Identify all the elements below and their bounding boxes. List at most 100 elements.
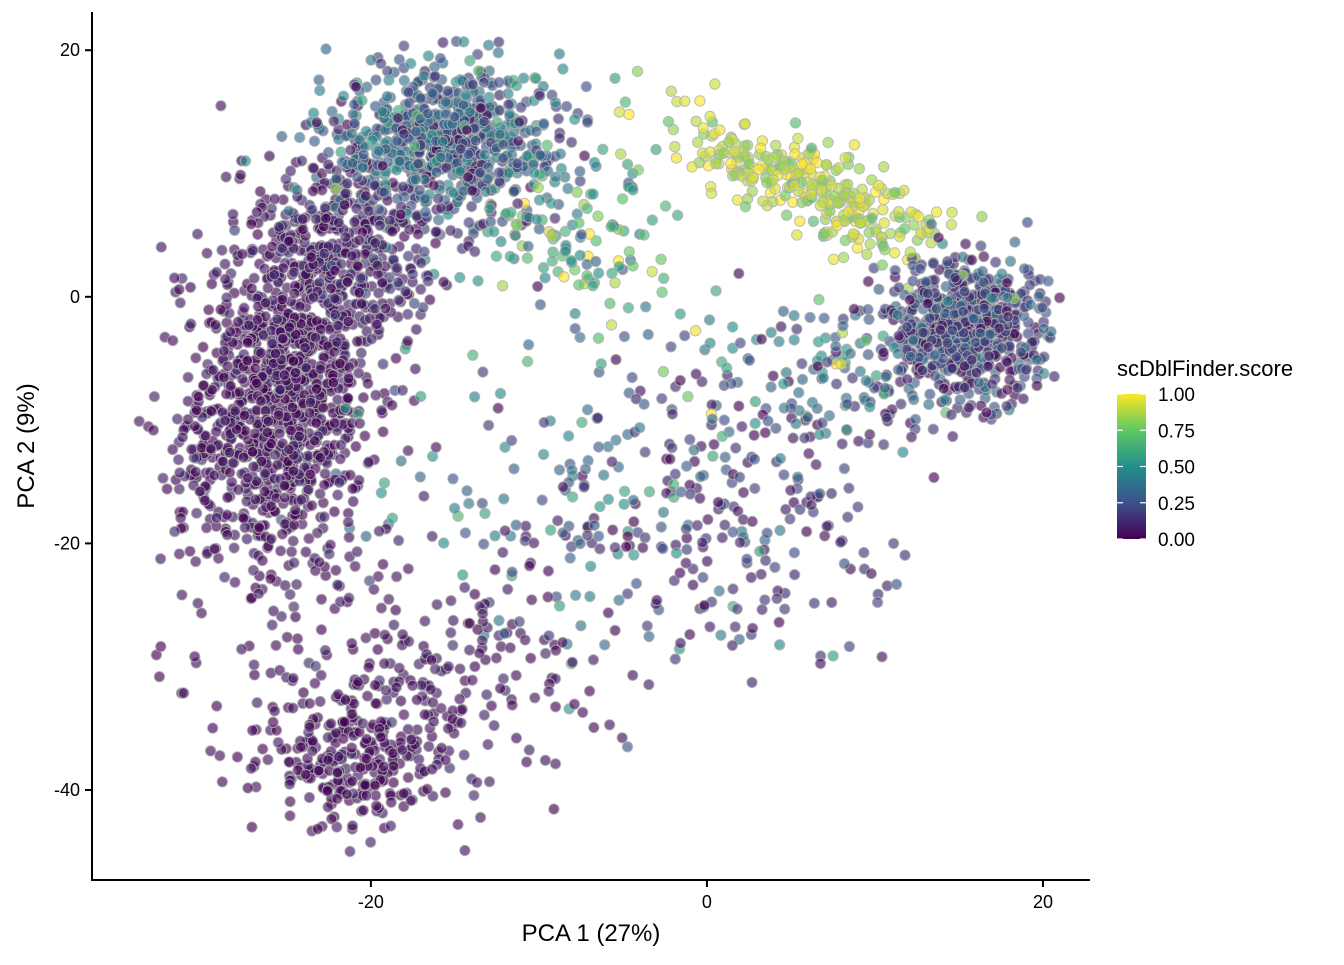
data-point <box>353 474 365 486</box>
data-point <box>447 473 459 485</box>
data-point <box>743 158 755 170</box>
data-point <box>199 494 211 507</box>
data-point <box>788 547 801 559</box>
data-point <box>359 430 371 442</box>
data-point <box>306 745 319 757</box>
data-point <box>528 167 541 179</box>
data-point <box>461 124 473 136</box>
data-point <box>421 783 433 795</box>
data-point <box>362 377 374 390</box>
data-point <box>741 553 753 565</box>
data-point <box>241 354 254 367</box>
data-point <box>207 722 219 734</box>
data-point <box>559 225 572 238</box>
data-point <box>489 530 501 542</box>
data-point <box>924 312 936 324</box>
data-point <box>664 453 676 465</box>
data-point <box>748 453 761 465</box>
data-point <box>376 277 389 289</box>
data-point <box>304 396 317 409</box>
data-point <box>523 744 535 756</box>
data-point <box>757 195 769 207</box>
data-point <box>793 386 805 399</box>
data-point <box>295 741 307 753</box>
data-point <box>299 342 311 354</box>
data-point <box>294 300 306 313</box>
data-point <box>467 349 479 361</box>
data-point <box>588 519 600 531</box>
data-point <box>365 333 378 345</box>
data-point <box>220 171 232 183</box>
data-point <box>342 315 355 328</box>
data-point <box>727 583 739 595</box>
data-point <box>665 85 677 97</box>
data-point <box>628 516 640 528</box>
data-point <box>587 280 599 292</box>
data-point <box>322 146 335 159</box>
data-point <box>726 321 739 333</box>
data-point <box>770 139 782 152</box>
data-point <box>373 203 385 216</box>
data-point <box>370 697 382 710</box>
data-point <box>820 159 832 171</box>
data-point <box>533 223 545 235</box>
data-point <box>360 632 372 644</box>
data-point <box>788 179 801 192</box>
data-point <box>546 229 558 242</box>
data-point <box>403 223 416 236</box>
data-point <box>574 249 586 262</box>
data-point <box>817 372 830 384</box>
data-point <box>655 253 667 265</box>
data-point <box>749 417 761 430</box>
data-point <box>414 471 426 483</box>
data-point <box>281 631 293 643</box>
data-point <box>668 478 680 491</box>
data-point <box>908 393 920 406</box>
data-point <box>800 525 813 538</box>
data-point <box>621 158 634 171</box>
data-point <box>665 341 677 353</box>
data-point <box>314 363 327 375</box>
data-point <box>901 373 913 386</box>
data-point <box>574 537 586 550</box>
data-point <box>454 271 466 284</box>
data-point <box>954 394 966 406</box>
data-point <box>765 381 777 393</box>
data-point <box>826 179 838 192</box>
data-point <box>941 255 954 268</box>
data-point <box>837 251 850 264</box>
data-point <box>209 319 222 331</box>
data-point <box>331 766 344 779</box>
data-point <box>553 464 566 476</box>
data-point <box>297 223 309 236</box>
data-point <box>307 291 320 303</box>
data-point <box>796 158 808 170</box>
data-point <box>267 605 280 617</box>
data-point <box>719 519 731 531</box>
data-point <box>330 564 342 576</box>
data-point <box>602 607 614 619</box>
data-point <box>983 350 995 362</box>
data-point <box>232 316 244 328</box>
data-point <box>175 512 187 524</box>
data-point <box>610 353 622 366</box>
data-point <box>283 756 295 768</box>
data-point <box>726 639 739 652</box>
data-point <box>587 188 599 200</box>
data-point <box>566 491 579 503</box>
data-point <box>190 404 203 416</box>
data-point <box>434 52 447 65</box>
data-point <box>221 292 233 304</box>
data-point <box>745 571 757 584</box>
data-point <box>531 213 543 226</box>
data-point <box>218 371 230 384</box>
data-point <box>284 165 297 177</box>
data-point <box>353 234 365 247</box>
data-point <box>245 762 257 775</box>
data-point <box>219 273 232 285</box>
data-point <box>284 795 296 808</box>
data-point <box>530 125 542 138</box>
data-point <box>325 813 338 825</box>
data-point <box>930 206 943 218</box>
y-ticks: 20 0 -20 -40 <box>54 40 92 800</box>
